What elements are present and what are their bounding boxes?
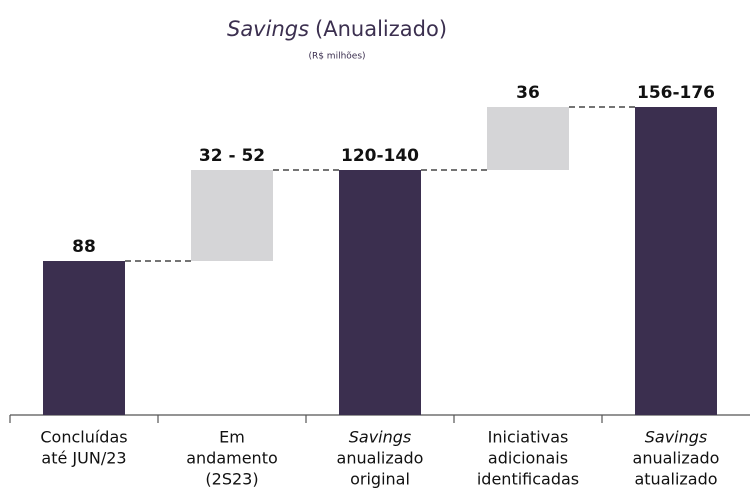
x-tick-label: adicionais [488, 449, 568, 468]
x-tick-label: (2S23) [205, 470, 258, 489]
x-tick-label: Savings [645, 428, 708, 447]
value-label: 120-140 [341, 146, 419, 166]
bar [191, 170, 273, 261]
value-label: 32 - 52 [199, 146, 265, 166]
title-part: Savings [227, 17, 309, 41]
value-label: 36 [516, 83, 540, 103]
title-part: (Anualizado) [315, 17, 447, 41]
x-tick-label: Savings [349, 428, 412, 447]
x-tick-label: Iniciativas [488, 428, 569, 447]
value-label: 156-176 [637, 83, 715, 103]
x-tick-label: até JUN/23 [41, 449, 126, 468]
x-tick-label: andamento [186, 449, 278, 468]
bar [339, 170, 421, 415]
chart-subtitle: (R$ milhões) [308, 52, 365, 62]
bar [487, 107, 569, 170]
x-tick-label: anualizado [633, 449, 720, 468]
x-tick-label: identificadas [477, 470, 579, 489]
chart-title: Savings (Anualizado) [227, 17, 447, 41]
x-tick-label: anualizado [337, 449, 424, 468]
x-tick-label: atualizado [634, 470, 717, 489]
value-label: 88 [72, 237, 96, 257]
bar [43, 261, 125, 415]
x-tick-label: original [350, 470, 410, 489]
x-tick-label: Concluídas [40, 428, 127, 447]
bar [635, 107, 717, 415]
x-tick-label: Em [219, 428, 245, 447]
